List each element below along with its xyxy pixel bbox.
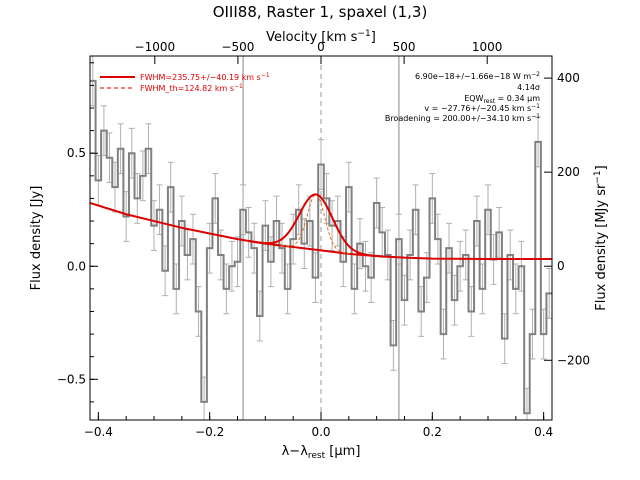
- x-label-unit-close: ]: [355, 444, 360, 459]
- x2-tick-label: 500: [393, 40, 416, 54]
- legend-fit-text: FWHM=235.75+/−40.19 km s: [140, 73, 261, 82]
- y2-label-sup: −1: [593, 170, 603, 183]
- y-tick-label: −0.5: [57, 372, 86, 386]
- axis-ticks: −0.4 −0.2 0.0 0.2 0.4 −0.5 0.0 0.5 −1000 −500 0 500…: [57, 40, 590, 439]
- flux-text: 6.90e−18+/−1.66e−18 W m: [415, 72, 531, 81]
- legend: FWHM=235.75+/−40.19 km s−1 FWHM_th=124.8…: [100, 72, 270, 93]
- y2-tick-label: 0: [557, 259, 565, 273]
- broadening-annotation: Broadening = 200.00+/−34.10 km s−1: [385, 113, 540, 123]
- velocity-text: v = −27.76+/−20.45 km s: [424, 104, 531, 113]
- spectrum-line: [90, 79, 552, 415]
- x2-tick-label: 1000: [472, 40, 503, 54]
- y-axis-label: Flux density [Jy]: [29, 186, 44, 291]
- legend-fit-label: FWHM=235.75+/−40.19 km s−1: [140, 72, 270, 82]
- x2-label-main: Velocity [km s: [266, 30, 358, 45]
- x-tick-label: −0.4: [84, 425, 113, 439]
- eqw-post: = 0.34 μm: [495, 94, 540, 103]
- y2-label-close: ]: [594, 165, 609, 170]
- broadening-sup: −1: [531, 113, 540, 120]
- legend-fit-sup: −1: [261, 72, 270, 79]
- fit-curves: [89, 193, 552, 261]
- x-label-sub: rest: [308, 451, 326, 461]
- x2-tick-label: −1000: [135, 40, 176, 54]
- chart-title: OIII88, Raster 1, spaxel (1,3): [213, 3, 428, 21]
- x-tick-label: 0.4: [534, 425, 553, 439]
- y-tick-label: 0.0: [67, 259, 86, 273]
- broadening-text: Broadening = 200.00+/−34.10 km s: [385, 114, 531, 123]
- eqw-sub: rest: [483, 98, 495, 105]
- velocity-annotation: v = −27.76+/−20.45 km s−1: [424, 103, 540, 113]
- x-label-main: λ−λ: [282, 444, 309, 459]
- x2-label-close: ]: [371, 30, 376, 45]
- y2-tick-label: −200: [557, 353, 590, 367]
- fit-annotations: 6.90e−18+/−1.66e−18 W m−2 4.14σ EQWrest …: [385, 71, 540, 123]
- y2-axis-label: Flux density [MJy sr−1]: [593, 165, 609, 310]
- fit-th-curve: [280, 193, 352, 255]
- flux-sup: −2: [531, 71, 540, 78]
- x2-tick-label: −500: [221, 40, 254, 54]
- x2-tick-label: 0: [317, 40, 325, 54]
- y-tick-label: 0.5: [67, 146, 86, 160]
- x-tick-label: 0.2: [423, 425, 442, 439]
- x-tick-label: −0.2: [195, 425, 224, 439]
- x-axis-label: λ−λrest [μm]: [282, 444, 361, 461]
- fit-curve: [249, 193, 383, 258]
- legend-fit-th-label: FWHM_th=124.82 km s−1: [140, 83, 243, 93]
- y2-label-main: Flux density [MJy sr: [594, 183, 609, 311]
- y2-tick-label: 400: [557, 71, 580, 85]
- x-label-unit: μm: [334, 444, 355, 459]
- flux-annotation: 6.90e−18+/−1.66e−18 W m−2: [415, 71, 540, 81]
- x-label-unit-open: [: [325, 444, 334, 459]
- legend-fit-th-text: FWHM_th=124.82 km s: [140, 84, 234, 93]
- x2-label-sup: −1: [357, 29, 370, 39]
- continuum-line: [89, 202, 552, 261]
- y2-tick-label: 200: [557, 165, 580, 179]
- legend-fit-th-sup: −1: [234, 83, 243, 90]
- velocity-sup: −1: [531, 103, 540, 110]
- x2-axis-label: Velocity [km s−1]: [266, 29, 376, 45]
- eqw-annotation: EQWrest = 0.34 μm: [464, 94, 540, 105]
- x-tick-label: 0.0: [311, 425, 330, 439]
- eqw-pre: EQW: [464, 94, 483, 103]
- spectrum-series: [90, 79, 552, 415]
- sigma-annotation: 4.14σ: [517, 83, 540, 92]
- reference-lines: [242, 56, 400, 420]
